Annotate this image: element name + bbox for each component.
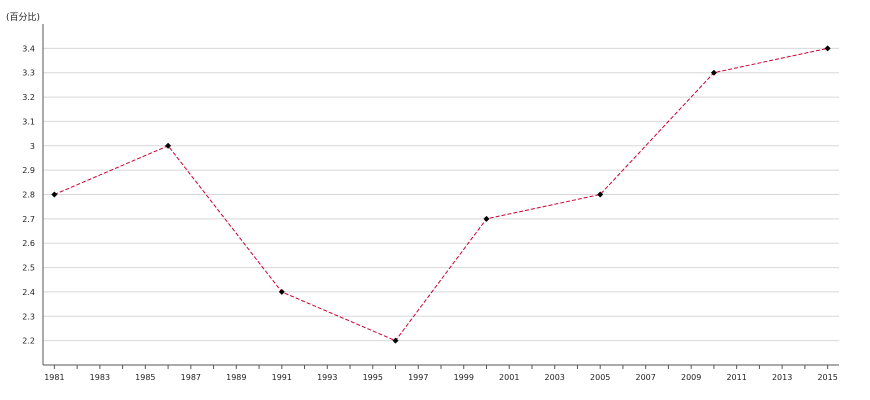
y-tick-label: 2.3 [22,312,35,321]
x-tick-label: 2005 [590,373,610,382]
data-point [278,288,285,295]
x-tick-label: 1987 [181,373,201,382]
x-tick-label: 1993 [317,373,337,382]
data-point [710,69,717,76]
data-point [597,191,604,198]
y-tick-label: 3.1 [22,117,35,126]
y-tick-label: 3.3 [22,69,35,78]
x-tick-label: 1995 [363,373,383,382]
data-point [483,215,490,222]
x-tick-label: 1981 [44,373,64,382]
y-tick-label: 2.7 [22,215,35,224]
x-tick-label: 2013 [772,373,792,382]
data-point [824,45,831,52]
x-tick-label: 1997 [408,373,428,382]
y-tick-label: 2.4 [22,288,35,297]
x-tick-label: 2003 [545,373,565,382]
data-point [392,337,399,344]
y-tick-label: 2.6 [22,239,35,248]
x-tick-label: 2001 [499,373,519,382]
data-markers [51,45,831,344]
y-tick-label: 2.2 [22,337,35,346]
y-tick-label: 3 [30,142,35,151]
y-axis-unit-label: (百分比) [6,11,40,23]
x-tick-label: 2011 [726,373,746,382]
x-tick-label: 1989 [226,373,246,382]
data-point [165,142,172,149]
y-tick-label: 2.9 [22,166,35,175]
x-tick-label: 2009 [681,373,701,382]
y-tick-label: 3.2 [22,93,35,102]
x-tick-label: 1983 [90,373,110,382]
y-tick-label: 2.5 [22,264,35,273]
x-tick-label: 1991 [272,373,292,382]
x-tick-label: 1999 [454,373,474,382]
x-tick-label: 1985 [135,373,155,382]
y-tick-label: 3.4 [22,44,35,53]
axes: 2.2 2.3 2.4 2.5 2.6 2.7 2.8 2.9 3 3.1 3.2 3.3 3.4 198… [22,24,839,382]
y-tick-label: 2.8 [22,191,35,200]
data-point [51,191,58,198]
gridlines [43,47,839,342]
x-tick-label: 2015 [817,373,837,382]
x-tick-label: 2007 [636,373,656,382]
